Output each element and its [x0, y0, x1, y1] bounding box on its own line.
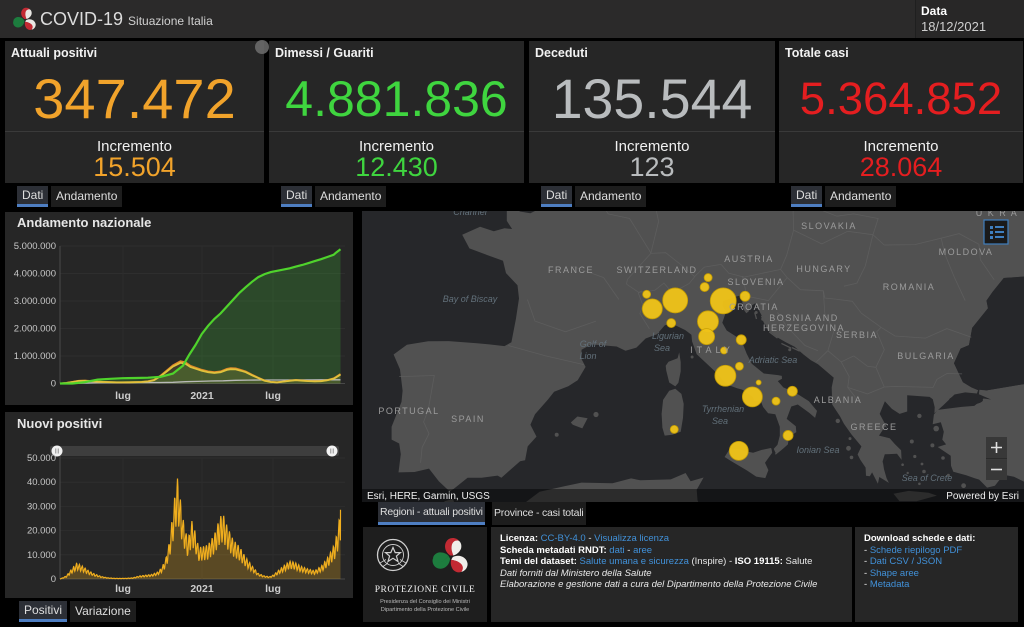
svg-text:50.000: 50.000	[27, 453, 56, 464]
svg-text:BULGARIA: BULGARIA	[897, 351, 955, 361]
svg-text:2021: 2021	[190, 583, 214, 595]
svg-text:ITALY: ITALY	[690, 345, 734, 355]
svg-text:Tyrrhenian: Tyrrhenian	[702, 404, 744, 414]
svg-text:SLOVENIA: SLOVENIA	[727, 277, 784, 287]
svg-text:Ligurian: Ligurian	[652, 331, 684, 341]
svg-text:ROMANIA: ROMANIA	[883, 282, 936, 292]
svg-text:30.000: 30.000	[27, 501, 56, 512]
svg-text:3.000.000: 3.000.000	[14, 296, 56, 307]
svg-text:Sea: Sea	[712, 416, 728, 426]
svg-text:Ionian Sea: Ionian Sea	[796, 445, 839, 455]
svg-text:Powered by Esri: Powered by Esri	[946, 491, 1019, 502]
svg-text:Golf of: Golf of	[580, 339, 608, 349]
svg-text:lug: lug	[115, 583, 131, 595]
svg-text:20.000: 20.000	[27, 526, 56, 537]
svg-text:HERZEGOVINA: HERZEGOVINA	[763, 323, 845, 333]
svg-text:BOSNIA AND: BOSNIA AND	[769, 313, 839, 323]
svg-text:Adriatic Sea: Adriatic Sea	[748, 355, 798, 365]
svg-text:Dipartimento della Protezione: Dipartimento della Protezione Civile	[381, 607, 470, 613]
svg-text:SWITZERLAND: SWITZERLAND	[616, 265, 697, 275]
svg-text:FRANCE: FRANCE	[548, 265, 594, 275]
svg-text:0: 0	[51, 379, 56, 390]
svg-text:Channel: Channel	[453, 211, 488, 217]
svg-text:SPAIN: SPAIN	[451, 414, 485, 424]
svg-text:lug: lug	[265, 583, 281, 595]
svg-text:5.000.000: 5.000.000	[14, 241, 56, 252]
svg-text:4.000.000: 4.000.000	[14, 269, 56, 280]
svg-text:lug: lug	[115, 390, 131, 402]
svg-text:Sea: Sea	[654, 343, 670, 353]
svg-text:ALBANIA: ALBANIA	[814, 395, 863, 405]
svg-text:Sea of Crete: Sea of Crete	[902, 473, 953, 483]
svg-text:SERBIA: SERBIA	[836, 330, 878, 340]
svg-text:AUSTRIA: AUSTRIA	[724, 254, 774, 264]
svg-text:40.000: 40.000	[27, 477, 56, 488]
svg-text:2.000.000: 2.000.000	[14, 324, 56, 335]
svg-text:Lion: Lion	[579, 351, 596, 361]
svg-text:2021: 2021	[190, 390, 214, 402]
svg-text:MOLDOVA: MOLDOVA	[939, 247, 994, 257]
svg-text:SLOVAKIA: SLOVAKIA	[801, 221, 857, 231]
svg-text:GREECE: GREECE	[850, 422, 897, 432]
svg-text:HUNGARY: HUNGARY	[796, 264, 851, 274]
svg-text:Esri, HERE, Garmin, USGS: Esri, HERE, Garmin, USGS	[367, 491, 490, 502]
svg-text:Presidenza del Consiglio dei M: Presidenza del Consiglio dei Ministri	[380, 599, 470, 605]
svg-text:CROATIA: CROATIA	[729, 302, 779, 312]
svg-text:PROTEZIONE CIVILE: PROTEZIONE CIVILE	[375, 585, 476, 595]
svg-text:Bay of Biscay: Bay of Biscay	[443, 294, 498, 304]
svg-text:0: 0	[51, 574, 56, 585]
svg-text:PORTUGAL: PORTUGAL	[378, 406, 439, 416]
svg-text:U K R A: U K R A	[976, 211, 1019, 218]
svg-text:lug: lug	[265, 390, 281, 402]
svg-text:10.000: 10.000	[27, 550, 56, 561]
svg-text:1.000.000: 1.000.000	[14, 351, 56, 362]
